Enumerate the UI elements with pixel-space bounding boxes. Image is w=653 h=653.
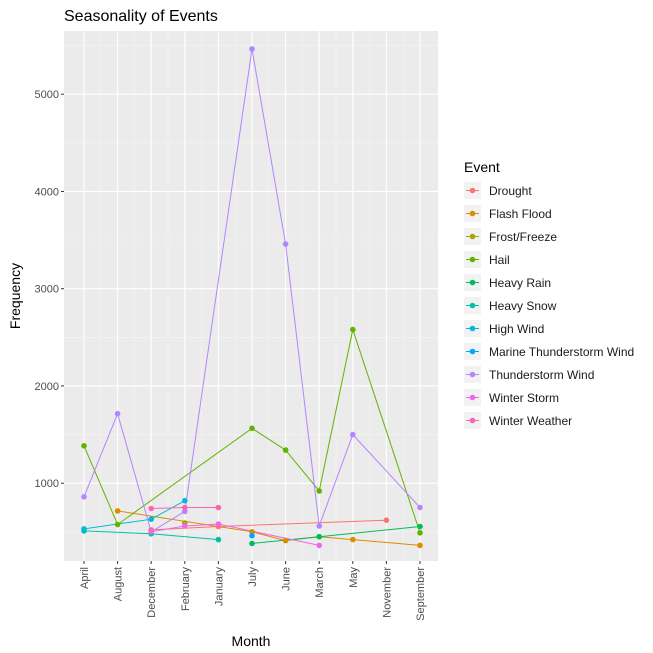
y-tick-label: 1000 bbox=[35, 478, 59, 490]
data-point-flash-flood bbox=[282, 537, 289, 544]
legend-key-point-high-wind bbox=[469, 325, 476, 332]
data-point-hail bbox=[282, 447, 289, 453]
legend: Event Drought Flash Flood Frost/Freeze Hail… bbox=[464, 159, 634, 429]
x-tick-label: September bbox=[415, 567, 427, 621]
data-point-winter-storm bbox=[215, 521, 222, 527]
x-axis: April August December February January July Ju… bbox=[79, 561, 427, 621]
legend-label-winter-weather: Winter Weather bbox=[489, 414, 572, 428]
data-point-winter-storm bbox=[148, 529, 154, 535]
x-tick-label: May bbox=[348, 567, 360, 588]
x-tick-label: December bbox=[146, 567, 158, 618]
legend-label-thunderstorm-wind: Thunderstorm Wind bbox=[489, 368, 594, 382]
legend-label-high-wind: High Wind bbox=[489, 322, 544, 336]
legend-label-flash-flood: Flash Flood bbox=[489, 207, 552, 221]
data-point-marine-thunderstorm-wind bbox=[249, 532, 255, 539]
x-tick-label: June bbox=[281, 567, 293, 591]
legend-label-winter-storm: Winter Storm bbox=[489, 391, 559, 405]
legend-label-heavy-snow: Heavy Snow bbox=[489, 299, 557, 313]
series-points bbox=[81, 46, 423, 549]
data-point-hail bbox=[249, 425, 255, 432]
data-point-high-wind bbox=[148, 516, 154, 522]
x-tick-label: March bbox=[314, 567, 326, 598]
legend-key-point-winter-weather bbox=[469, 417, 476, 424]
x-tick-label: November bbox=[381, 567, 393, 618]
legend-label-frost-freeze: Frost/Freeze bbox=[489, 230, 557, 244]
data-point-hail bbox=[81, 443, 87, 449]
data-point-flash-flood bbox=[350, 536, 356, 543]
data-point-winter-weather bbox=[182, 504, 188, 511]
data-point-heavy-rain bbox=[417, 523, 423, 530]
data-point-thunderstorm-wind bbox=[182, 508, 188, 515]
data-point-thunderstorm-wind bbox=[417, 504, 423, 511]
data-point-hail bbox=[350, 326, 356, 333]
legend-key-point-heavy-rain bbox=[469, 279, 476, 286]
x-tick-label: January bbox=[213, 567, 225, 607]
data-point-thunderstorm-wind bbox=[282, 241, 289, 247]
data-point-hail bbox=[114, 521, 121, 528]
x-tick-label: August bbox=[113, 567, 125, 601]
legend-label-heavy-rain: Heavy Rain bbox=[489, 276, 551, 290]
legend-label-drought: Drought bbox=[489, 184, 532, 198]
legend-key-point-winter-storm bbox=[469, 394, 476, 401]
data-point-thunderstorm-wind bbox=[350, 431, 356, 438]
legend-key-point-flash-flood bbox=[469, 210, 476, 217]
x-tick-label: April bbox=[79, 567, 91, 589]
y-tick-label: 5000 bbox=[35, 89, 59, 101]
data-point-heavy-rain bbox=[316, 533, 323, 540]
grid-lines bbox=[64, 31, 438, 561]
legend-key-point-drought bbox=[469, 187, 476, 194]
data-point-winter-weather bbox=[148, 505, 154, 512]
data-point-flash-flood bbox=[417, 542, 423, 549]
data-point-high-wind bbox=[182, 497, 188, 504]
data-point-flash-flood bbox=[249, 529, 255, 535]
legend-label-hail: Hail bbox=[489, 253, 510, 267]
x-axis-title: Month bbox=[232, 633, 271, 649]
data-point-winter-weather bbox=[215, 504, 222, 511]
y-axis: 1000 2000 3000 4000 5000 bbox=[35, 89, 64, 490]
data-point-heavy-snow bbox=[215, 536, 222, 543]
y-tick-label: 3000 bbox=[35, 284, 59, 296]
data-point-drought bbox=[383, 517, 390, 523]
series-line-winter-storm bbox=[151, 523, 320, 546]
data-point-high-wind bbox=[81, 526, 87, 532]
data-point-thunderstorm-wind bbox=[249, 46, 255, 52]
data-point-winter-storm bbox=[316, 542, 323, 549]
data-point-hail bbox=[316, 488, 323, 494]
legend-key-point-hail bbox=[469, 256, 476, 263]
data-point-hail bbox=[417, 530, 423, 536]
data-point-flash-flood bbox=[114, 508, 121, 514]
legend-key-point-frost-freeze bbox=[469, 233, 476, 240]
data-point-heavy-rain bbox=[249, 540, 255, 547]
plot-panel bbox=[64, 31, 438, 561]
legend-key-point-marine-thunderstorm-wind bbox=[469, 348, 476, 355]
chart-title: Seasonality of Events bbox=[64, 8, 218, 25]
y-tick-label: 4000 bbox=[35, 186, 59, 198]
legend-label-marine-thunderstorm-wind: Marine Thunderstorm Wind bbox=[489, 345, 634, 359]
legend-key-point-thunderstorm-wind bbox=[469, 371, 476, 378]
legend-key-point-heavy-snow bbox=[469, 302, 476, 309]
legend-title: Event bbox=[464, 159, 500, 175]
y-axis-title: Frequency bbox=[7, 263, 23, 329]
y-tick-label: 2000 bbox=[35, 381, 59, 393]
data-point-thunderstorm-wind bbox=[114, 410, 121, 417]
data-point-thunderstorm-wind bbox=[81, 494, 87, 500]
x-tick-label: July bbox=[247, 567, 259, 587]
data-point-thunderstorm-wind bbox=[316, 523, 323, 529]
data-point-winter-storm bbox=[182, 523, 188, 529]
x-tick-label: February bbox=[180, 567, 192, 612]
